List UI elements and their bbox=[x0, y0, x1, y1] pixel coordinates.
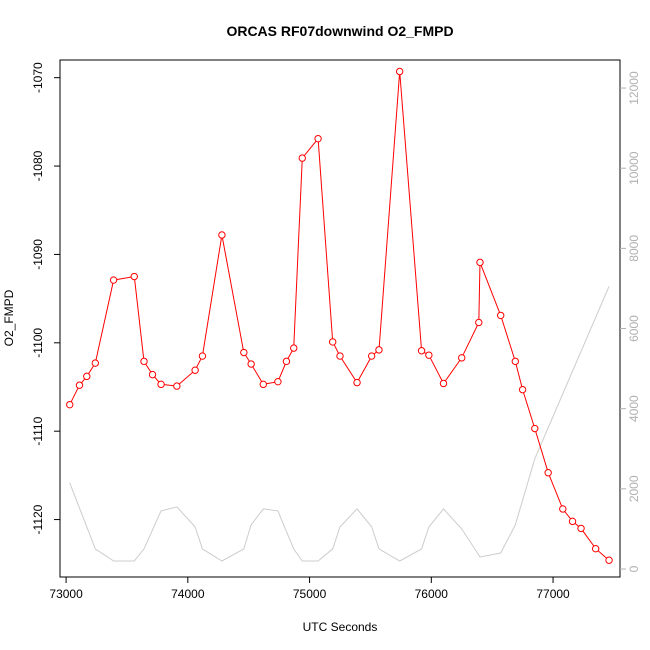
x-tick-label: 76000 bbox=[415, 587, 449, 601]
data-point-o2-fmpd bbox=[336, 352, 344, 360]
y-tick-label: -1110 bbox=[31, 416, 45, 445]
y-tick-label: -1120 bbox=[31, 504, 45, 534]
data-point-o2-fmpd bbox=[577, 524, 585, 533]
data-point-o2-fmpd bbox=[298, 154, 306, 162]
series-line-secondary bbox=[69, 286, 610, 562]
data-point-o2-fmpd bbox=[544, 469, 552, 477]
data-point-o2-fmpd bbox=[559, 505, 567, 513]
y2-tick-label: 4000 bbox=[627, 395, 641, 422]
x-tick-label: 74000 bbox=[171, 587, 205, 601]
data-point-o2-fmpd bbox=[375, 346, 383, 354]
y-tick-label: -1080 bbox=[31, 150, 45, 181]
y-tick-label: -1070 bbox=[31, 62, 45, 93]
data-point-o2-fmpd bbox=[274, 377, 282, 386]
y-tick-label: -1100 bbox=[31, 328, 45, 358]
data-point-o2-fmpd bbox=[496, 311, 505, 320]
data-point-o2-fmpd bbox=[173, 382, 181, 390]
y-axis-left: -1070 -1080 -1090 -1100 -1110 -1120 bbox=[31, 62, 60, 534]
y2-tick-label: 8000 bbox=[627, 235, 641, 262]
plot-frame bbox=[59, 59, 621, 578]
data-point-o2-fmpd bbox=[91, 359, 100, 367]
data-point-o2-fmpd bbox=[83, 372, 91, 381]
x-axis-label: UTC Seconds bbox=[303, 620, 378, 634]
data-point-o2-fmpd bbox=[259, 380, 268, 389]
data-point-o2-fmpd bbox=[395, 67, 404, 76]
x-tick-label: 77000 bbox=[536, 587, 570, 601]
data-point-o2-fmpd bbox=[290, 344, 298, 352]
data-point-o2-fmpd bbox=[157, 380, 165, 389]
y-axis-right: 0 2000 4000 6000 8000 10000 12000 bbox=[620, 71, 641, 572]
data-point-o2-fmpd bbox=[140, 357, 148, 366]
data-point-o2-fmpd bbox=[475, 318, 483, 327]
data-point-o2-fmpd bbox=[605, 556, 613, 564]
data-point-o2-fmpd bbox=[282, 357, 291, 366]
data-point-o2-fmpd bbox=[328, 338, 337, 346]
y-axis-label: O2_FMPD bbox=[2, 289, 16, 346]
data-point-o2-fmpd bbox=[531, 424, 539, 433]
data-point-o2-fmpd bbox=[353, 378, 361, 387]
data-point-o2-fmpd bbox=[109, 276, 118, 284]
data-point-o2-fmpd bbox=[425, 351, 433, 359]
data-point-o2-fmpd bbox=[476, 258, 484, 267]
x-axis: 73000 74000 75000 76000 77000 bbox=[49, 577, 570, 601]
data-point-o2-fmpd bbox=[417, 347, 426, 355]
data-point-o2-fmpd bbox=[240, 348, 248, 357]
data-point-o2-fmpd bbox=[591, 545, 600, 553]
series-line-o2-fmpd bbox=[69, 71, 610, 561]
y-tick-label: -1090 bbox=[31, 239, 45, 270]
data-point-o2-fmpd bbox=[314, 134, 322, 143]
data-point-o2-fmpd bbox=[66, 400, 74, 409]
data-point-o2-fmpd bbox=[439, 379, 448, 388]
y2-tick-label: 6000 bbox=[627, 315, 641, 342]
data-point-o2-fmpd bbox=[458, 354, 466, 362]
chart-title: ORCAS RF07downwind O2_FMPD bbox=[226, 23, 453, 39]
y2-tick-label: 12000 bbox=[627, 71, 641, 105]
data-point-o2-fmpd bbox=[148, 370, 157, 379]
data-point-o2-fmpd bbox=[130, 272, 138, 281]
y2-tick-label: 10000 bbox=[627, 151, 641, 185]
x-tick-label: 73000 bbox=[49, 587, 83, 601]
data-point-o2-fmpd bbox=[198, 352, 207, 360]
x-tick-label: 75000 bbox=[293, 587, 327, 601]
data-point-o2-fmpd bbox=[511, 357, 520, 366]
data-point-o2-fmpd bbox=[518, 385, 527, 394]
data-point-o2-fmpd bbox=[247, 360, 255, 368]
data-point-o2-fmpd bbox=[367, 352, 376, 360]
y2-tick-label: 0 bbox=[627, 565, 641, 572]
data-point-o2-fmpd bbox=[218, 231, 226, 239]
y2-tick-label: 2000 bbox=[627, 475, 641, 502]
series-layer bbox=[66, 67, 613, 564]
data-point-o2-fmpd bbox=[568, 517, 577, 526]
data-point-o2-fmpd bbox=[191, 366, 199, 374]
data-point-o2-fmpd bbox=[75, 381, 84, 389]
